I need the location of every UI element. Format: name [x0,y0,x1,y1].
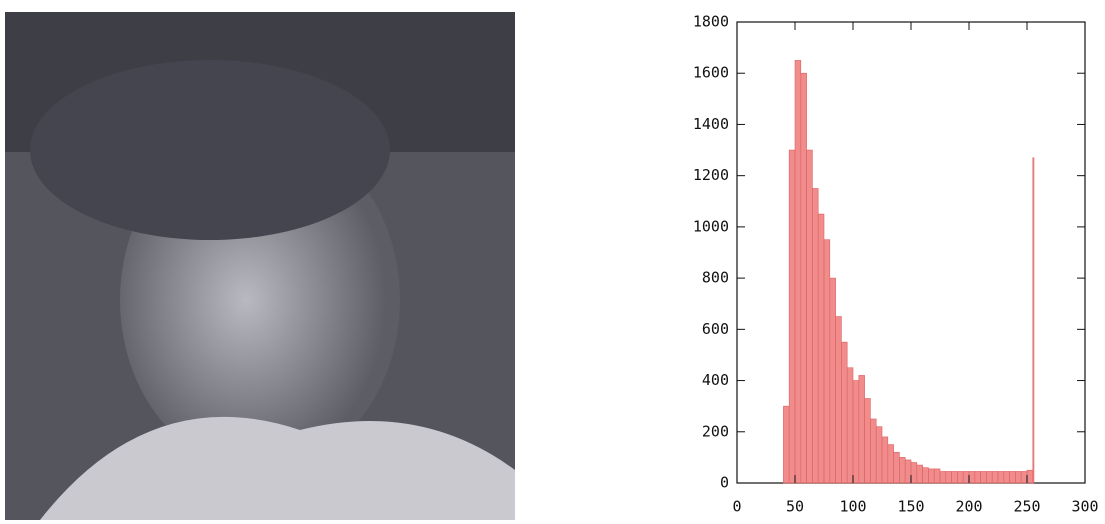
y-tick-label: 0 [720,474,729,492]
histogram-bar [911,463,917,483]
histogram-bar [963,471,969,483]
histogram-bar [807,150,813,483]
x-tick-label: 200 [955,498,982,516]
histogram-bar [1004,471,1010,483]
histogram-bar [917,465,923,483]
x-tick-label: 0 [732,498,741,516]
histogram-bar [894,452,900,483]
figure: 0 200 400 600 800 1000 1200 1400 1600 1800 0 50 100 1… [0,0,1105,520]
histogram-bar [783,406,789,483]
histogram-bar [981,471,987,483]
y-tick-label: 1800 [693,13,729,31]
histogram-bar [865,398,871,483]
x-tick-label: 300 [1071,498,1098,516]
histogram-bar [859,375,865,483]
histogram-bar [801,73,807,483]
histogram-bar [1010,471,1016,483]
histogram-bar [1021,471,1027,483]
histogram-bar [899,457,905,483]
histogram-bar [934,469,940,483]
histogram-bar [940,471,946,483]
histogram-bar [952,471,958,483]
y-tick-label: 1200 [693,166,729,184]
histogram-bar [1015,471,1021,483]
y-tick-label: 1000 [693,217,729,235]
histogram-bar [975,471,981,483]
histogram-bar [836,317,842,483]
histogram-bar [1027,470,1033,483]
x-tick-label: 250 [1013,498,1040,516]
histogram-bar [870,419,876,483]
histogram-bar [992,471,998,483]
y-tick-label: 800 [702,269,729,287]
histogram-bar [1033,158,1034,483]
histogram-bar [841,342,847,483]
histogram-bar [795,60,801,483]
histogram-bar [847,368,853,483]
histogram-bar [888,445,894,483]
histogram-bar [824,240,830,483]
histogram-bar [986,471,992,483]
histogram-bar [876,427,882,483]
x-tick-label: 100 [839,498,866,516]
histogram-bar [789,150,795,483]
y-tick-label: 600 [702,320,729,338]
histogram-bar [998,471,1004,483]
x-tick-label: 150 [897,498,924,516]
histogram-bar [946,471,952,483]
x-tick-label: 50 [786,498,804,516]
histogram-bar [969,471,975,483]
histogram-bar [882,437,888,483]
page: {"chart_data": {"type": "histogram", "bi… [0,0,1105,524]
histogram-bar [928,469,934,483]
histogram-bar [830,278,836,483]
histogram-bar [923,468,929,483]
y-tick-label: 200 [702,422,729,440]
histogram-bar [853,381,859,483]
histogram-bar [812,188,818,483]
histogram-bar [818,214,824,483]
y-tick-label: 1600 [693,64,729,82]
histogram-bar [905,460,911,483]
histogram-bar [957,471,963,483]
y-tick-label: 400 [702,371,729,389]
photo [5,12,515,520]
y-tick-label: 1400 [693,115,729,133]
